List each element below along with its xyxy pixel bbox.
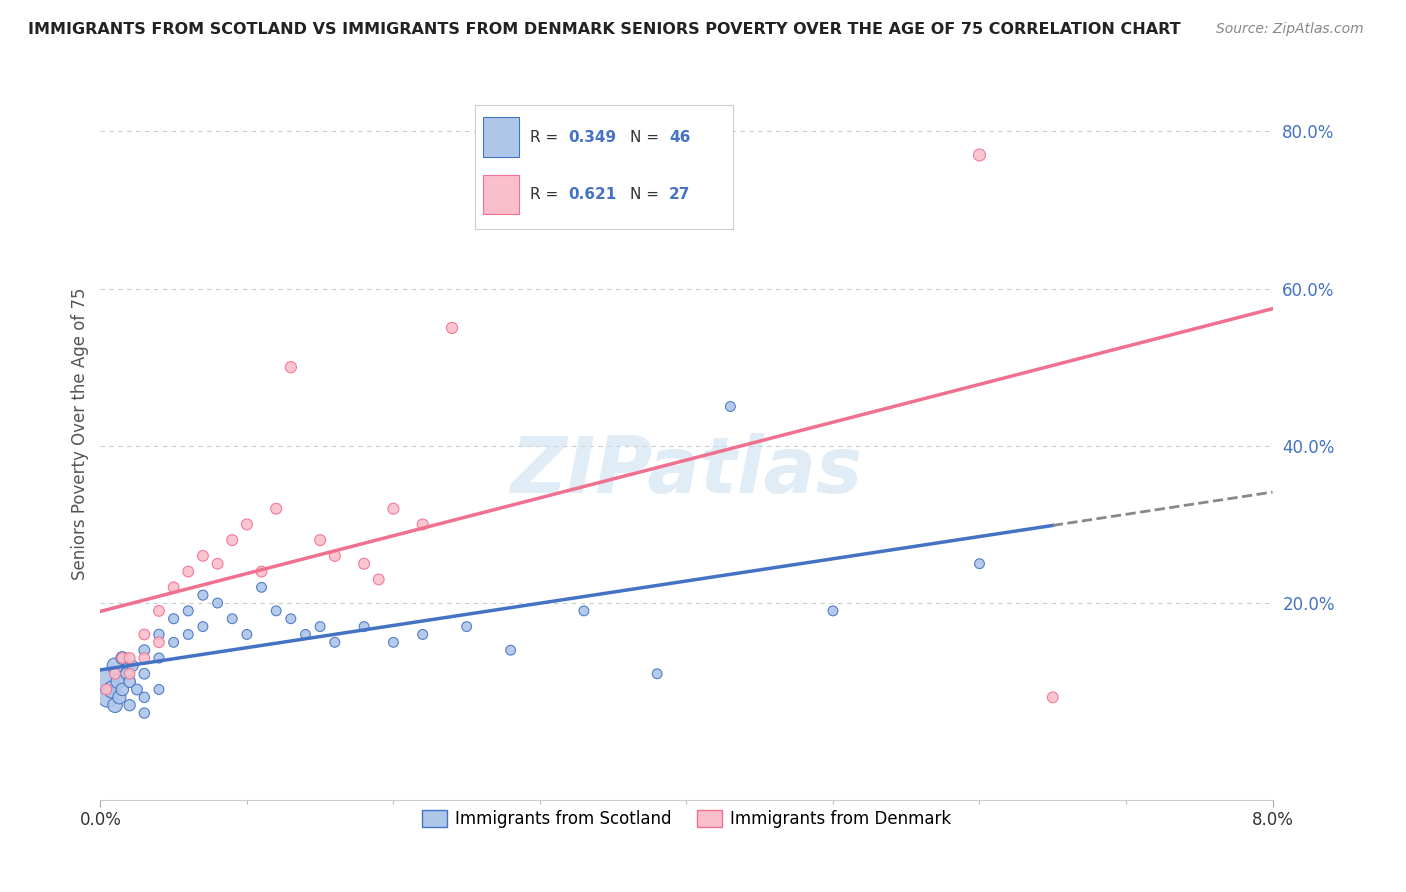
Text: ZIPatlas: ZIPatlas bbox=[510, 433, 862, 508]
Point bbox=[1042, 690, 1064, 705]
Point bbox=[718, 400, 741, 414]
Point bbox=[134, 643, 156, 657]
Point bbox=[440, 321, 463, 335]
Point bbox=[121, 659, 143, 673]
Point bbox=[134, 706, 156, 720]
Point bbox=[104, 659, 127, 673]
Point bbox=[264, 604, 287, 618]
Text: Source: ZipAtlas.com: Source: ZipAtlas.com bbox=[1216, 22, 1364, 37]
Point bbox=[221, 533, 243, 548]
Point bbox=[309, 619, 332, 633]
Point bbox=[221, 612, 243, 626]
Point bbox=[148, 604, 170, 618]
Point bbox=[162, 580, 184, 594]
Point bbox=[108, 690, 131, 705]
Point bbox=[353, 619, 375, 633]
Point bbox=[456, 619, 478, 633]
Point bbox=[134, 651, 156, 665]
Point bbox=[118, 666, 141, 681]
Point bbox=[207, 557, 229, 571]
Point bbox=[107, 674, 129, 689]
Point bbox=[96, 682, 118, 697]
Point bbox=[118, 698, 141, 713]
Point bbox=[101, 682, 124, 697]
Point bbox=[134, 627, 156, 641]
Point bbox=[162, 612, 184, 626]
Legend: Immigrants from Scotland, Immigrants from Denmark: Immigrants from Scotland, Immigrants fro… bbox=[415, 804, 957, 835]
Y-axis label: Seniors Poverty Over the Age of 75: Seniors Poverty Over the Age of 75 bbox=[72, 288, 89, 581]
Point bbox=[969, 557, 991, 571]
Point bbox=[250, 565, 273, 579]
Point bbox=[499, 643, 522, 657]
Point bbox=[118, 651, 141, 665]
Point bbox=[96, 674, 118, 689]
Point bbox=[97, 690, 120, 705]
Point bbox=[148, 635, 170, 649]
Point bbox=[821, 604, 844, 618]
Point bbox=[280, 360, 302, 375]
Point bbox=[134, 666, 156, 681]
Point bbox=[572, 604, 595, 618]
Point bbox=[191, 588, 214, 602]
Point bbox=[177, 604, 200, 618]
Point bbox=[412, 517, 434, 532]
Point bbox=[280, 612, 302, 626]
Point bbox=[236, 517, 259, 532]
Text: IMMIGRANTS FROM SCOTLAND VS IMMIGRANTS FROM DENMARK SENIORS POVERTY OVER THE AGE: IMMIGRANTS FROM SCOTLAND VS IMMIGRANTS F… bbox=[28, 22, 1181, 37]
Point bbox=[134, 690, 156, 705]
Point bbox=[111, 651, 134, 665]
Point bbox=[323, 549, 346, 563]
Point bbox=[118, 674, 141, 689]
Point bbox=[148, 651, 170, 665]
Point bbox=[294, 627, 316, 641]
Point bbox=[645, 666, 668, 681]
Point bbox=[191, 619, 214, 633]
Point bbox=[148, 682, 170, 697]
Point bbox=[382, 501, 405, 516]
Point bbox=[148, 627, 170, 641]
Point bbox=[115, 666, 138, 681]
Point bbox=[250, 580, 273, 594]
Point bbox=[111, 651, 134, 665]
Point bbox=[104, 698, 127, 713]
Point bbox=[323, 635, 346, 649]
Point bbox=[162, 635, 184, 649]
Point bbox=[309, 533, 332, 548]
Point bbox=[104, 666, 127, 681]
Point bbox=[177, 627, 200, 641]
Point bbox=[236, 627, 259, 641]
Point bbox=[111, 682, 134, 697]
Point bbox=[191, 549, 214, 563]
Point bbox=[207, 596, 229, 610]
Point bbox=[177, 565, 200, 579]
Point bbox=[412, 627, 434, 641]
Point bbox=[353, 557, 375, 571]
Point bbox=[125, 682, 148, 697]
Point bbox=[367, 573, 389, 587]
Point bbox=[969, 148, 991, 162]
Point bbox=[264, 501, 287, 516]
Point bbox=[382, 635, 405, 649]
